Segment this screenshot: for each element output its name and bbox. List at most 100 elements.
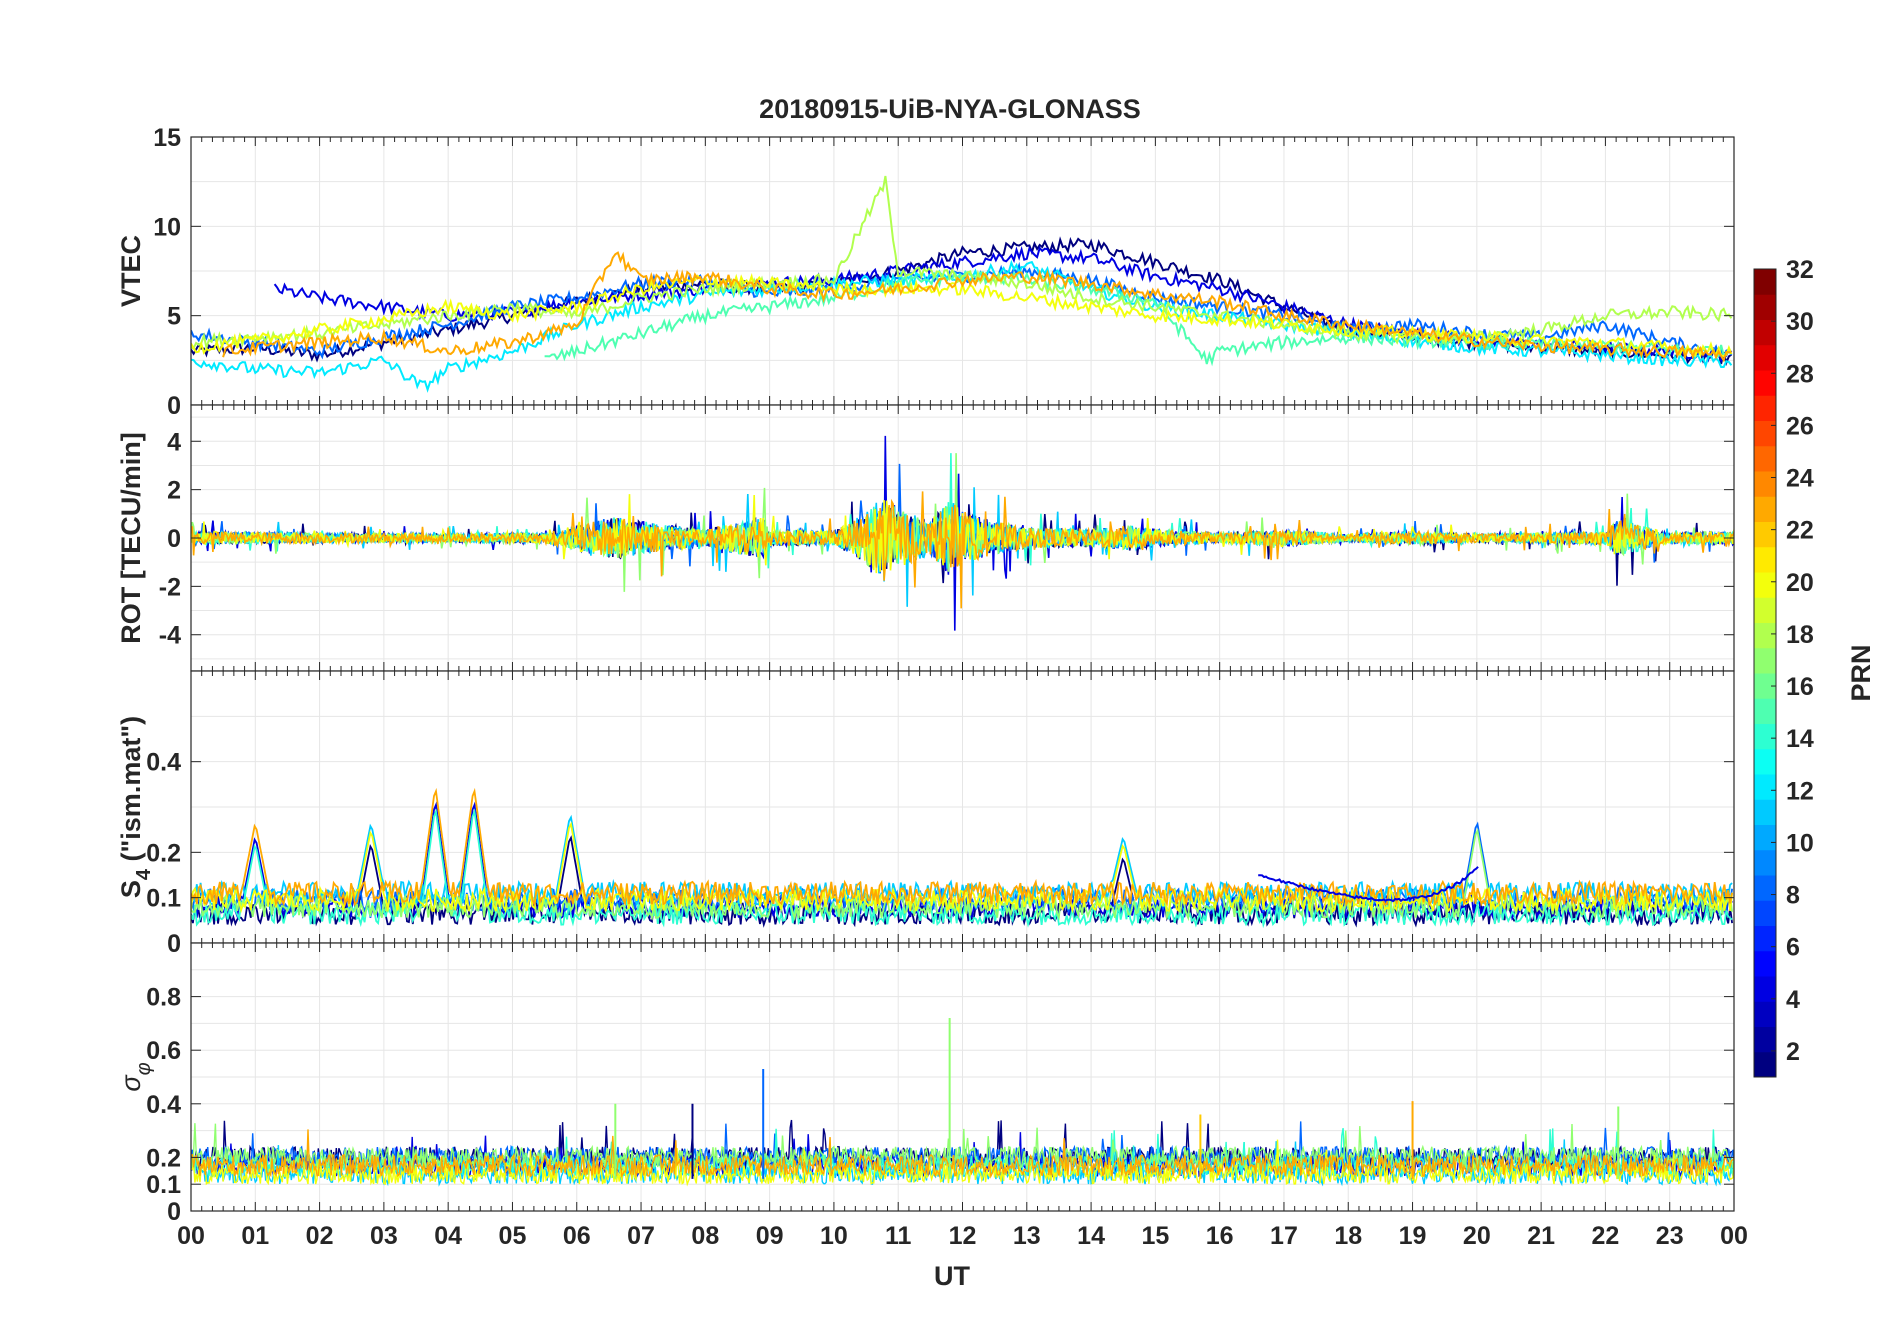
colorbar-tick-label: 26 bbox=[1786, 412, 1814, 440]
y-tick-label: 0.6 bbox=[146, 1037, 181, 1065]
colorbar-segment bbox=[1754, 925, 1776, 952]
x-tick-label: 21 bbox=[1527, 1222, 1555, 1250]
y-axis-label-sigphi: σφ bbox=[116, 1062, 155, 1091]
colorbar-segment bbox=[1754, 723, 1776, 750]
x-tick-label: 10 bbox=[820, 1222, 848, 1250]
colorbar-tick-label: 2 bbox=[1786, 1038, 1800, 1066]
panel-sigphi-data bbox=[191, 1018, 1734, 1187]
colorbar-tick-label: 14 bbox=[1786, 725, 1814, 753]
panel-rot-data bbox=[191, 435, 1734, 631]
colorbar-segment bbox=[1754, 900, 1776, 926]
x-tick-label: 02 bbox=[306, 1222, 334, 1250]
colorbar-segment bbox=[1754, 950, 1776, 977]
colorbar-tick-label: 30 bbox=[1786, 308, 1814, 336]
colorbar-segment bbox=[1754, 521, 1776, 548]
colorbar-segment bbox=[1754, 319, 1776, 346]
x-tick-label: 11 bbox=[885, 1222, 912, 1250]
x-tick-label: 22 bbox=[1592, 1222, 1620, 1250]
colorbar-tick-label: 12 bbox=[1786, 777, 1814, 805]
x-tick-label: 04 bbox=[434, 1222, 462, 1250]
panel-vtec-data bbox=[191, 175, 1733, 393]
colorbar-segment bbox=[1754, 344, 1776, 371]
x-tick-label: 17 bbox=[1270, 1222, 1298, 1250]
colorbar-tick-label: 8 bbox=[1786, 882, 1800, 910]
y-tick-label: 0 bbox=[167, 392, 181, 420]
y-tick-label: 0.1 bbox=[146, 1171, 181, 1199]
x-tick-label: 12 bbox=[949, 1222, 977, 1250]
colorbar-segment bbox=[1754, 849, 1776, 876]
y-tick-label: 15 bbox=[153, 124, 181, 152]
y-tick-label: 10 bbox=[153, 213, 181, 241]
s4-series-prn-23 bbox=[191, 787, 1733, 908]
colorbar-segment bbox=[1754, 875, 1776, 901]
colorbar-tick-label: 20 bbox=[1786, 569, 1814, 597]
x-tick-label: 00 bbox=[1720, 1222, 1748, 1250]
colorbar-segment bbox=[1754, 799, 1776, 825]
colorbar-segment bbox=[1754, 1001, 1776, 1027]
colorbar-tick-label: 28 bbox=[1786, 360, 1814, 388]
colorbar-segment bbox=[1754, 420, 1776, 447]
x-tick-label: 05 bbox=[499, 1222, 527, 1250]
vtec-series-prn-23 bbox=[222, 251, 1732, 363]
x-tick-label: 13 bbox=[1013, 1222, 1041, 1250]
vtec-series-prn-15 bbox=[544, 270, 1733, 367]
y-axis-label-vtec: VTEC bbox=[116, 235, 146, 307]
vtec-series-prn-8 bbox=[191, 261, 1733, 360]
colorbar-segment bbox=[1754, 1026, 1776, 1053]
y-axis-label-s4: S4 ("ism.mat") bbox=[116, 716, 155, 898]
panel-vtec: 0 5 10 15 VTEC bbox=[116, 124, 1735, 420]
y-tick-label: 0 bbox=[167, 1198, 181, 1226]
colorbar-tick-label: 10 bbox=[1786, 829, 1814, 857]
panel-s4: 0 0.1 0.2 0.4S4 ("ism.mat") bbox=[116, 670, 1735, 958]
colorbar-segment bbox=[1754, 572, 1776, 598]
x-tick-label: 08 bbox=[691, 1222, 719, 1250]
colorbar-segment bbox=[1754, 824, 1776, 851]
panel-s4-data bbox=[191, 787, 1733, 929]
colorbar-segment bbox=[1754, 1051, 1776, 1078]
colorbar-segment bbox=[1754, 647, 1776, 674]
colorbar-tick-label: 18 bbox=[1786, 621, 1814, 649]
colorbar-frame bbox=[1753, 268, 1777, 1078]
y-tick-label: 0.4 bbox=[146, 749, 181, 777]
y-tick-label: -4 bbox=[159, 622, 181, 650]
colorbar-tick-label: 22 bbox=[1786, 517, 1814, 545]
x-tick-label: 15 bbox=[1141, 1222, 1169, 1250]
colorbar-segment bbox=[1754, 976, 1776, 1002]
x-tick-label: 00 bbox=[177, 1222, 205, 1250]
colorbar-tick-label: 4 bbox=[1786, 986, 1800, 1014]
s4-arc-series bbox=[1258, 866, 1479, 903]
colorbar-segment bbox=[1754, 698, 1776, 724]
rot-series-prn-23 bbox=[191, 491, 1734, 609]
y-tick-label: 0.8 bbox=[146, 984, 181, 1012]
colorbar-tick-label: 24 bbox=[1786, 465, 1814, 493]
colorbar-segment bbox=[1754, 496, 1776, 522]
y-tick-label: 5 bbox=[167, 303, 181, 331]
x-tick-label: 16 bbox=[1206, 1222, 1234, 1250]
y-tick-label: 2 bbox=[167, 477, 181, 505]
colorbar-segment bbox=[1754, 774, 1776, 800]
colorbar-segment bbox=[1754, 395, 1776, 421]
x-tick-label: 01 bbox=[241, 1222, 269, 1250]
chart-title: 20180915-UiB-NYA-GLONASS bbox=[759, 94, 1141, 124]
colorbar-segment bbox=[1754, 370, 1776, 396]
y-tick-label: 0.4 bbox=[146, 1091, 181, 1119]
y-tick-label: 0.2 bbox=[146, 1144, 181, 1172]
x-tick-label: 20 bbox=[1463, 1222, 1491, 1250]
colorbar-label: PRN bbox=[1846, 644, 1876, 701]
colorbar-segment bbox=[1754, 445, 1776, 472]
x-tick-label: 07 bbox=[627, 1222, 655, 1250]
x-tick-label: 14 bbox=[1077, 1222, 1105, 1250]
colorbar-tick-label: 6 bbox=[1786, 934, 1800, 962]
colorbar-tick-label: 32 bbox=[1786, 256, 1814, 284]
colorbar-segment bbox=[1754, 471, 1776, 497]
colorbar-tick-label: 16 bbox=[1786, 673, 1814, 701]
panel-sigphi: 00.10.2 0.4 0.6 0.8 σφ bbox=[116, 942, 1735, 1226]
y-tick-label: 0 bbox=[167, 930, 181, 958]
y-tick-label: 4 bbox=[167, 428, 181, 456]
colorbar-segment bbox=[1754, 546, 1776, 573]
y-tick-label: -2 bbox=[159, 573, 181, 601]
colorbar-segment bbox=[1754, 748, 1776, 775]
